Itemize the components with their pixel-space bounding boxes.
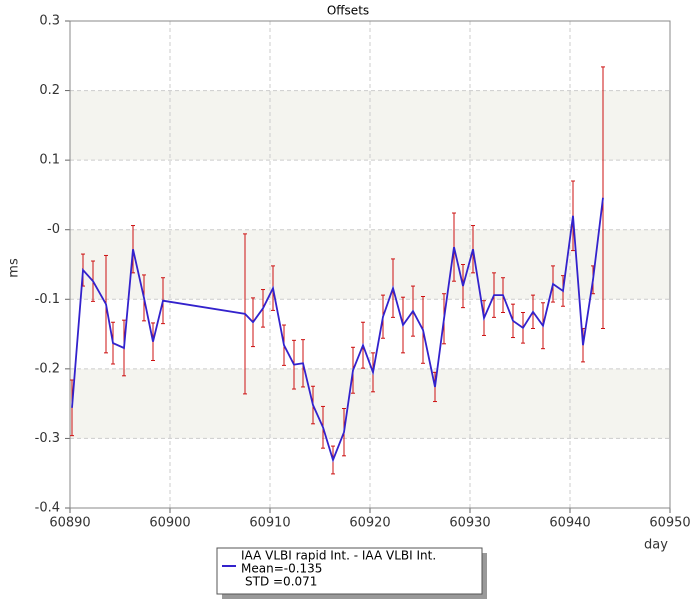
y-tick-label: -0.2 xyxy=(35,361,60,376)
y-tick-label: -0 xyxy=(47,222,60,237)
x-tick-label: 60900 xyxy=(149,516,190,531)
y-axis-label: ms xyxy=(7,258,22,278)
x-tick-label: 60910 xyxy=(249,516,290,531)
chart-title: Offsets xyxy=(327,4,369,18)
y-tick-label: -0.1 xyxy=(35,292,60,307)
x-tick-label: 60950 xyxy=(649,516,690,531)
y-tick-label: -0.3 xyxy=(35,431,60,446)
legend-mean: Mean=-0.135 xyxy=(241,562,322,576)
y-tick-label: 0.2 xyxy=(39,83,60,98)
legend-std: STD =0.071 xyxy=(245,575,317,589)
x-axis-label: day xyxy=(644,538,668,553)
legend-box xyxy=(216,547,483,595)
series-line xyxy=(71,197,604,463)
y-tick-label: 0.1 xyxy=(39,153,60,168)
y-tick-label: -0.4 xyxy=(35,501,60,516)
legend-label: IAA VLBI rapid Int. - IAA VLBI Int. xyxy=(241,549,436,563)
legend: IAA VLBI rapid Int. - IAA VLBI Int. Mean… xyxy=(216,547,487,599)
x-tick-label: 60940 xyxy=(549,516,590,531)
x-tick-label: 60890 xyxy=(49,516,90,531)
plot-frame xyxy=(69,20,671,509)
x-tick-label: 60930 xyxy=(449,516,490,531)
x-tick-label: 60920 xyxy=(349,516,390,531)
y-tick-label: 0.3 xyxy=(39,14,60,29)
